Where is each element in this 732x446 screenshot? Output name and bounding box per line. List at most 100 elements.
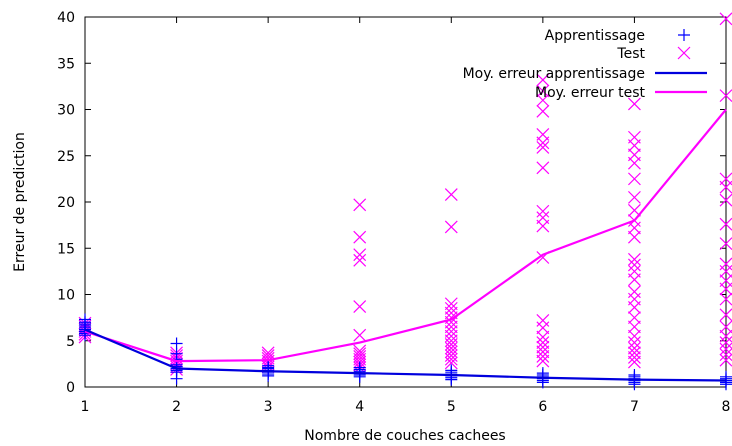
x-tick-label: 7	[630, 399, 639, 415]
legend-marker-train	[678, 29, 690, 41]
test-point	[719, 336, 732, 350]
test-point	[628, 350, 641, 364]
test-point	[628, 230, 641, 244]
y-axis-label: Erreur de prediction	[12, 132, 28, 272]
test-point	[628, 320, 641, 334]
x-tick-label: 8	[722, 399, 731, 415]
test-point	[719, 292, 732, 306]
series-1	[78, 12, 732, 376]
series-layer	[78, 12, 732, 391]
test-point	[628, 221, 641, 235]
test-point	[719, 353, 732, 367]
test-point	[628, 336, 641, 350]
test-point	[444, 311, 458, 325]
legend: Apprentissage Test Moy. erreur apprentis…	[463, 28, 707, 101]
series-2	[84, 328, 727, 382]
test-point	[719, 217, 732, 231]
test-point	[353, 347, 367, 361]
test-point	[628, 311, 641, 325]
legend-marker-test	[677, 46, 691, 60]
test-point	[536, 340, 550, 354]
test-point	[719, 320, 732, 334]
y-tick-label: 40	[57, 10, 75, 26]
train-point	[720, 370, 732, 383]
test-point	[536, 211, 550, 225]
x-tick-label: 1	[81, 399, 90, 415]
test-point	[719, 308, 732, 322]
test-point	[628, 130, 641, 144]
series-3	[84, 108, 727, 363]
test-point	[628, 190, 641, 204]
test-point	[719, 89, 732, 103]
legend-label-test-mean: Moy. erreur test	[535, 85, 645, 101]
test-point	[353, 300, 367, 313]
test-point	[628, 172, 641, 186]
test-point	[628, 292, 641, 306]
test-point	[261, 351, 275, 365]
test-point	[719, 348, 732, 362]
test-point	[536, 204, 550, 218]
y-tick-label: 10	[57, 288, 75, 304]
y-tick-label: 25	[57, 149, 75, 165]
train-point	[262, 359, 275, 372]
test-point	[353, 230, 367, 244]
test-point	[444, 320, 458, 334]
test-point	[536, 93, 550, 107]
y-tick-label: 30	[57, 103, 75, 119]
test-point	[628, 264, 641, 278]
test-point	[719, 274, 732, 288]
test-point	[628, 148, 641, 162]
test-point	[628, 341, 641, 355]
test-point	[261, 346, 275, 360]
x-tick-label: 6	[538, 399, 547, 415]
test-point	[536, 104, 550, 118]
test-point	[628, 97, 641, 111]
test-point	[536, 350, 550, 363]
test-point	[444, 329, 458, 343]
y-tick-label: 0	[66, 380, 75, 396]
test-point	[536, 354, 550, 368]
test-point	[628, 258, 641, 272]
test-point	[536, 330, 550, 344]
test-point	[536, 141, 550, 154]
test-point	[444, 334, 458, 348]
test-point	[536, 161, 550, 175]
test-point	[628, 252, 641, 266]
test-point	[628, 285, 641, 299]
test-point	[536, 73, 550, 87]
test-point	[536, 321, 550, 335]
test-point	[719, 257, 732, 271]
test-point	[536, 313, 550, 327]
test-point	[353, 248, 367, 262]
test-point	[628, 346, 641, 360]
x-tick-label: 2	[172, 399, 181, 415]
test-point	[353, 350, 367, 363]
train-point	[353, 361, 366, 374]
test-point	[719, 237, 732, 251]
test-point	[536, 345, 550, 359]
axis-ticks: 0 5 10 15 20 25 30 35 40 1 2 3 4 5 6 7 8	[57, 10, 730, 415]
test-mean-line	[84, 108, 727, 363]
train-mean-line	[84, 328, 727, 382]
test-point	[353, 344, 367, 358]
test-point	[536, 128, 550, 141]
train-point	[170, 347, 183, 360]
y-tick-label: 15	[57, 241, 75, 257]
test-point	[628, 329, 641, 343]
test-point	[719, 342, 732, 356]
test-point	[353, 198, 367, 212]
test-point	[628, 355, 641, 369]
x-axis-label: Nombre de couches cachees	[304, 428, 505, 444]
legend-label-train-mean: Moy. erreur apprentissage	[463, 66, 645, 82]
y-tick-label: 20	[57, 195, 75, 211]
legend-label-test: Test	[616, 46, 645, 62]
x-tick-label: 4	[355, 399, 364, 415]
train-point	[79, 313, 91, 326]
test-point	[353, 328, 367, 342]
test-point	[353, 253, 367, 267]
test-point	[719, 329, 732, 343]
test-point	[536, 84, 550, 98]
test-point	[444, 315, 458, 329]
test-point	[536, 336, 550, 350]
